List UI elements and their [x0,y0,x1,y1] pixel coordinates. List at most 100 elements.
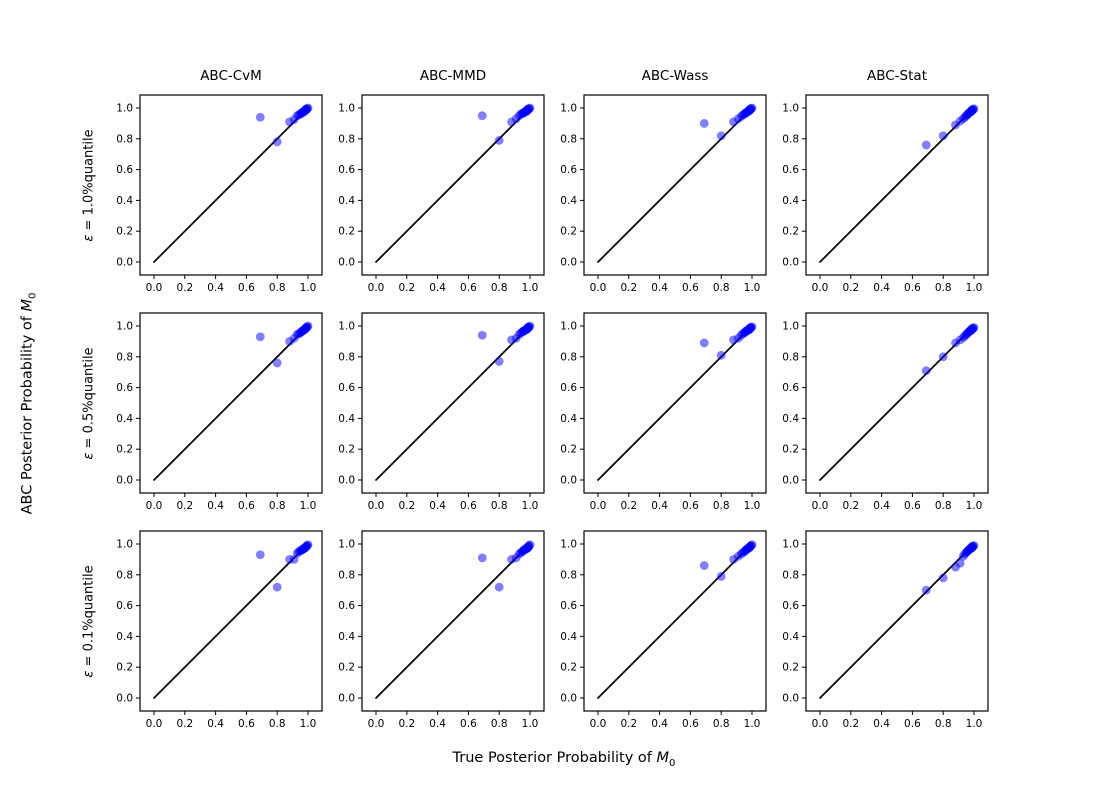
x-tick-label: 0.8 [269,718,286,730]
data-point [494,135,504,145]
x-tick-label: 0.8 [491,500,508,512]
x-tick-label: 0.2 [620,282,637,294]
identity-line [819,325,975,481]
data-point [477,111,487,121]
y-tick-label: 0.6 [782,600,799,612]
axes-frame [139,530,323,712]
x-tick-label: 1.0 [966,500,983,512]
data-point [255,112,265,122]
y-tick-label: 0.2 [782,662,799,674]
x-tick-label: 0.2 [176,718,193,730]
y-tick-label: 0.8 [116,569,133,581]
x-tick-label: 0.8 [491,282,508,294]
y-tick-label: 0.8 [782,351,799,363]
col-title-abc-cvm: ABC-CvM [200,68,262,84]
x-tick-label: 0.0 [146,500,163,512]
x-tick-label: 0.0 [146,282,163,294]
x-tick-label: 0.8 [269,282,286,294]
y-tick-label: 0.0 [560,693,577,705]
x-tick-label: 0.8 [713,282,730,294]
x-tick-label: 1.0 [300,282,317,294]
x-tick-label: 0.2 [842,500,859,512]
data-point [969,541,979,550]
data-point [938,131,948,141]
x-tick-label: 0.4 [873,282,890,294]
y-tick-label: 0.4 [338,195,355,207]
x-tick-label: 0.0 [590,500,607,512]
data-point [938,573,948,583]
y-axis-label: ABC Posterior Probability of M0 [6,95,52,711]
y-tick-label: 0.2 [116,662,133,674]
y-axis-label-sub: 0 [27,292,39,299]
y-tick-label: 0.4 [116,631,133,643]
y-tick-label: 1.0 [116,103,133,115]
axes-frame [805,530,989,712]
y-tick-label: 0.2 [560,444,577,456]
x-tick-label: 0.4 [207,282,224,294]
y-tick-label: 0.0 [560,257,577,269]
y-tick-label: 0.4 [338,413,355,425]
x-tick-label: 0.2 [842,718,859,730]
x-tick-label: 0.6 [904,718,921,730]
col-title-abc-stat: ABC-Stat [867,68,927,84]
x-tick-label: 0.0 [812,500,829,512]
identity-line [153,107,309,263]
y-tick-label: 0.0 [338,693,355,705]
y-tick-label: 0.8 [560,569,577,581]
y-tick-label: 0.0 [338,257,355,269]
x-tick-label: 0.8 [269,500,286,512]
x-tick-label: 0.0 [590,282,607,294]
identity-line [375,107,531,263]
y-tick-label: 0.0 [560,475,577,487]
y-tick-label: 0.6 [116,164,133,176]
identity-line [819,107,975,263]
x-tick-label: 0.4 [207,500,224,512]
y-tick-label: 0.8 [560,351,577,363]
data-point [716,131,726,141]
y-tick-label: 0.8 [782,569,799,581]
data-point [699,338,709,348]
identity-line [375,543,531,699]
axes-frame [583,312,767,494]
col-title-abc-mmd: ABC-MMD [419,68,487,84]
y-tick-label: 1.0 [116,539,133,551]
y-tick-label: 0.2 [338,444,355,456]
y-tick-label: 0.2 [782,444,799,456]
axes-frame [805,94,989,276]
identity-line [597,325,753,481]
data-point [969,323,979,332]
subplot-abc-mmd-r0: 0.0 0.0 0.2 0.2 0.4 0.4 0.6 0.6 0.8 0.8 1.0 1.0 [338,94,545,294]
y-tick-label: 0.2 [338,662,355,674]
x-tick-label: 1.0 [744,500,761,512]
x-tick-label: 0.6 [904,282,921,294]
x-tick-label: 0.6 [460,282,477,294]
data-point [494,357,504,366]
x-tick-label: 0.2 [398,282,415,294]
y-tick-label: 0.4 [782,631,799,643]
data-point [747,540,757,550]
x-tick-label: 0.0 [146,718,163,730]
axes-frame [139,312,323,494]
x-tick-label: 0.0 [368,500,385,512]
identity-line [597,107,753,263]
data-point [921,140,931,150]
y-tick-label: 0.2 [116,444,133,456]
x-tick-label: 0.8 [935,500,952,512]
identity-line [375,325,531,481]
x-tick-label: 0.2 [620,718,637,730]
y-axis-label-var: M [19,298,36,312]
data-point [938,352,948,362]
x-tick-label: 0.8 [935,282,952,294]
identity-line [597,543,753,699]
y-tick-label: 0.4 [560,195,577,207]
x-axis-label: True Posterior Probability of M0 [140,750,988,769]
x-tick-label: 0.0 [368,282,385,294]
y-tick-label: 1.0 [560,103,577,115]
y-tick-label: 1.0 [782,103,799,115]
y-tick-label: 0.8 [338,133,355,145]
y-tick-label: 0.2 [338,226,355,238]
axes-frame [361,94,545,276]
x-tick-label: 0.6 [682,500,699,512]
x-tick-label: 1.0 [522,500,539,512]
y-tick-label: 0.8 [338,569,355,581]
